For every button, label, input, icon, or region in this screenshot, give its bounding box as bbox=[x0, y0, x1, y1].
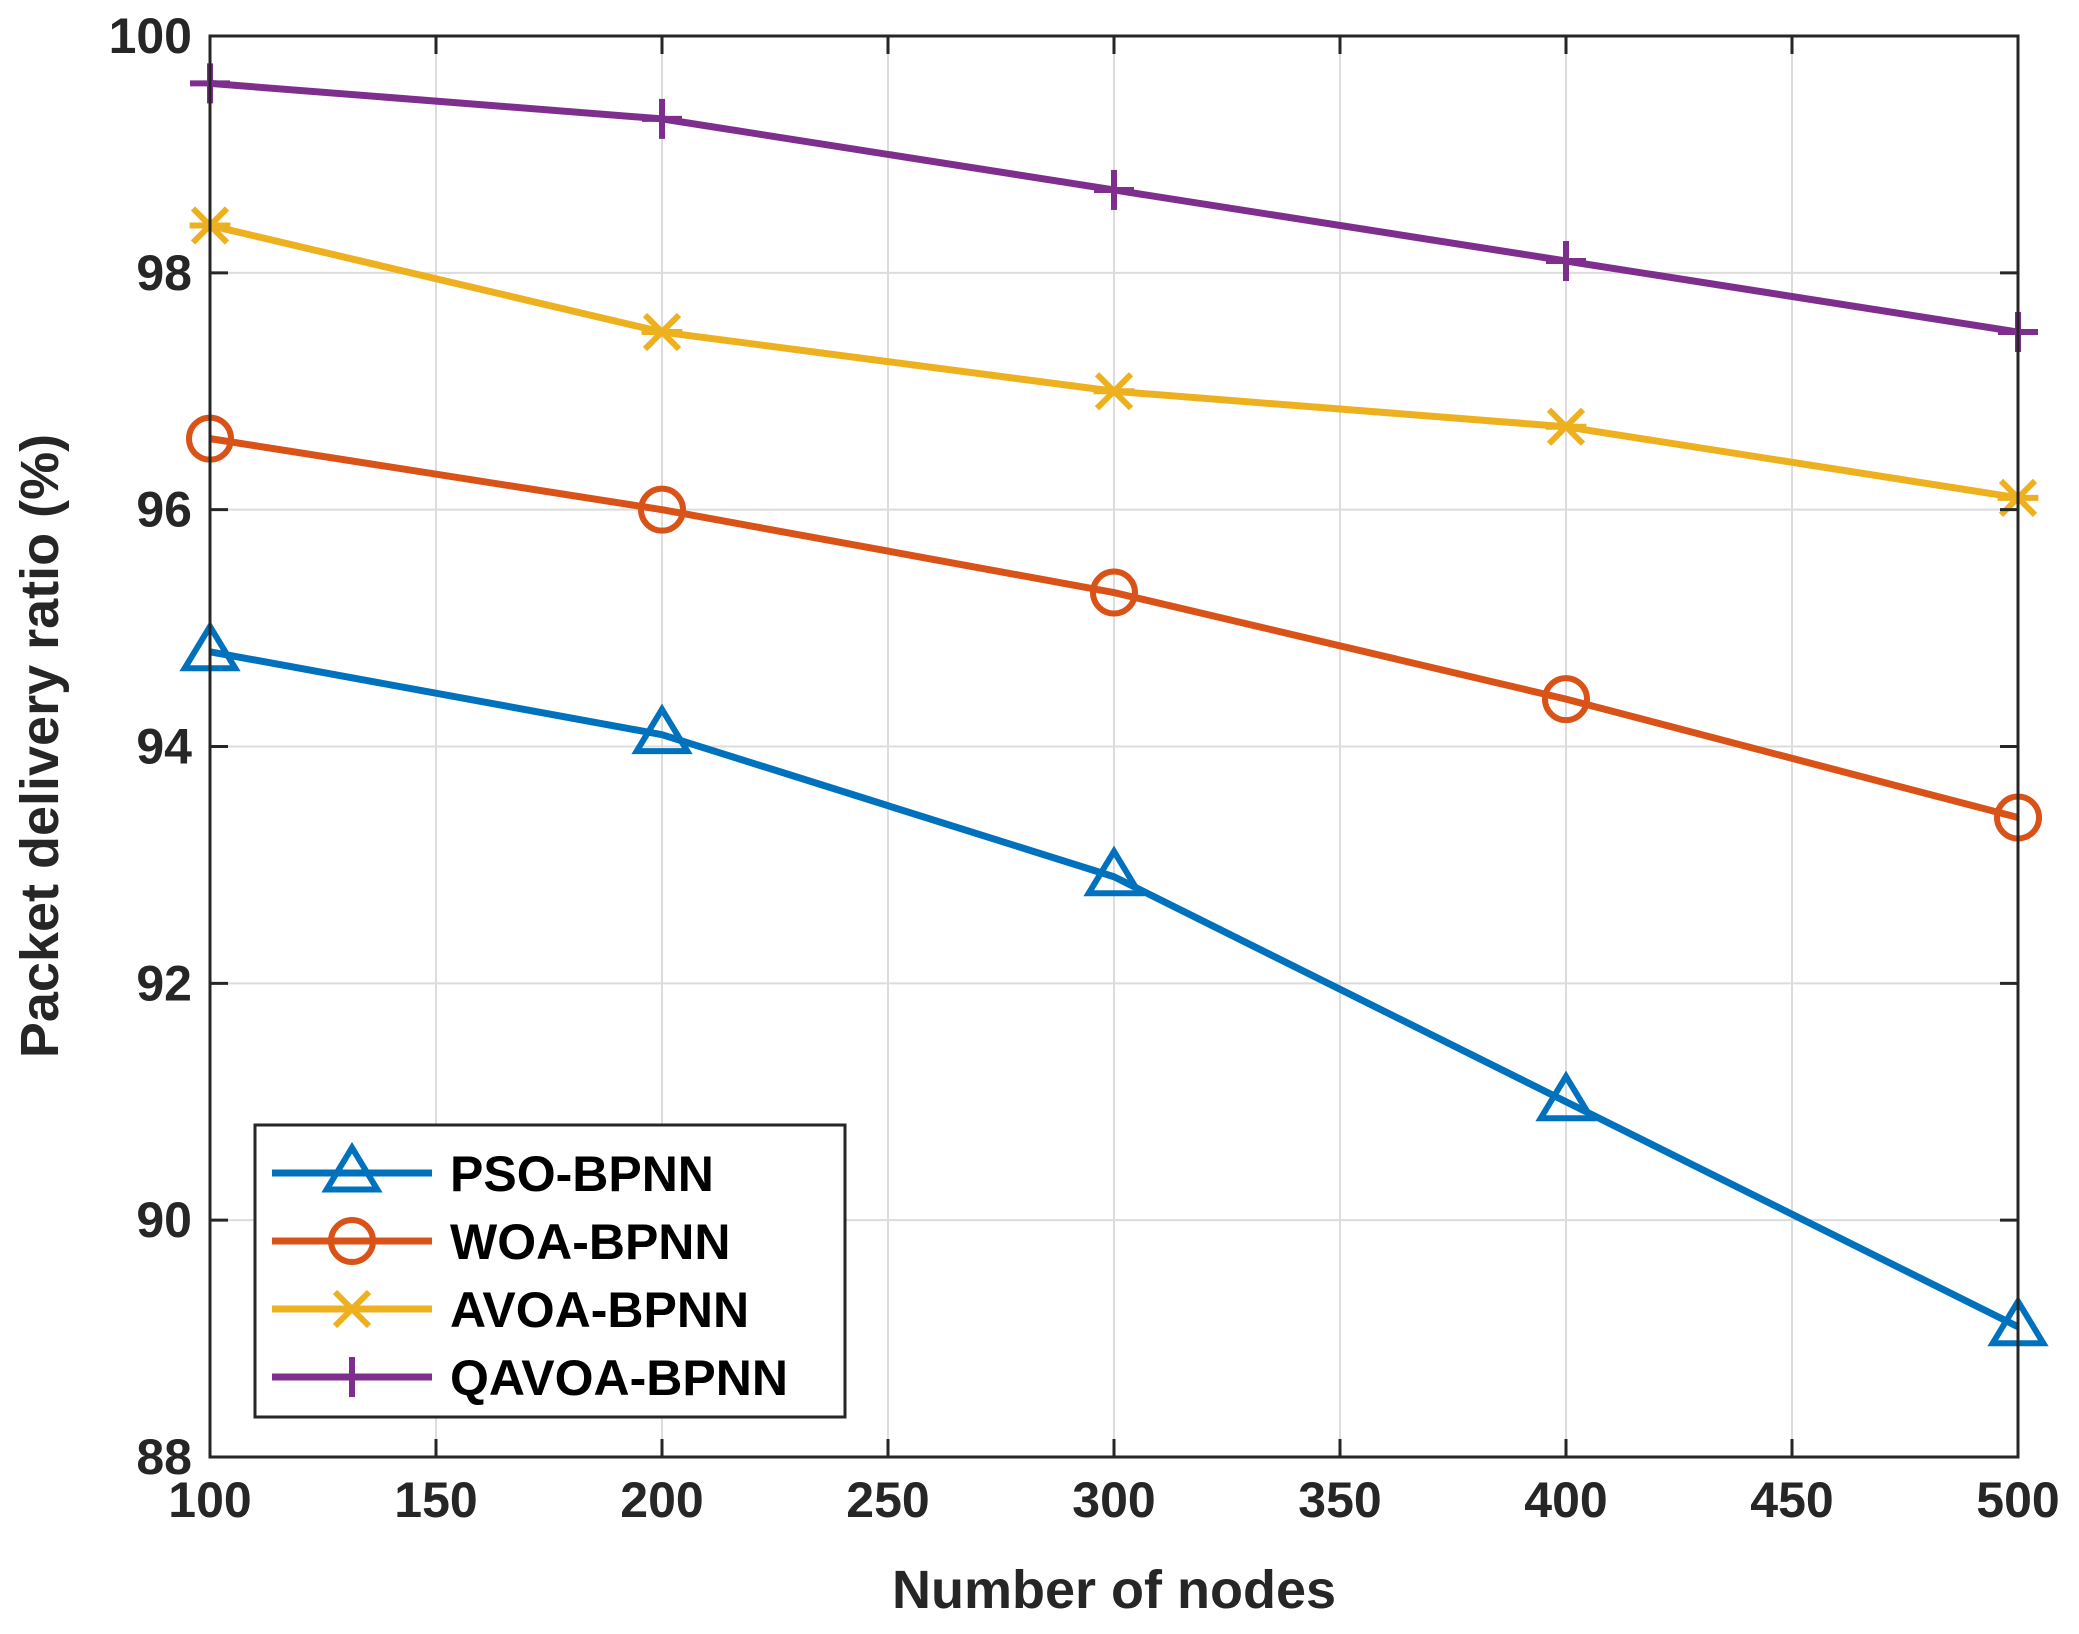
series-line-pso-bpnn bbox=[209, 648, 2020, 1330]
data-point-pso-bpnn bbox=[1535, 1070, 1597, 1122]
y-tick-label: 88 bbox=[136, 1429, 192, 1485]
x-tick-label: 350 bbox=[1298, 1472, 1381, 1528]
y-tick-label: 90 bbox=[136, 1192, 192, 1248]
x-tick-label: 250 bbox=[846, 1472, 929, 1528]
y-tick-label: 94 bbox=[136, 719, 192, 775]
data-point-qavoa-bpnn bbox=[1094, 169, 1134, 210]
series-avoa-bpnn bbox=[189, 206, 2039, 517]
data-point-woa-bpnn bbox=[1542, 675, 1590, 724]
y-tick-label: 96 bbox=[136, 482, 192, 538]
x-tick-label: 150 bbox=[394, 1472, 477, 1528]
x-tick-label: 100 bbox=[168, 1472, 251, 1528]
legend: PSO-BPNN WOA-BPNN AVOA-BPNN QAVOA-BPNN bbox=[253, 1123, 847, 1419]
data-point-woa-bpnn bbox=[1090, 568, 1138, 617]
data-point-avoa-bpnn bbox=[1545, 407, 1587, 446]
x-tick-label: 300 bbox=[1072, 1472, 1155, 1528]
y-tick-label: 100 bbox=[109, 8, 192, 64]
x-tick-label: 500 bbox=[1976, 1472, 2059, 1528]
legend-marker-qavoa-bpnn bbox=[332, 1357, 372, 1397]
series-pso-bpnn bbox=[179, 620, 2049, 1347]
x-axis-label: Number of nodes bbox=[892, 1560, 1336, 1620]
legend-marker-avoa-bpnn bbox=[331, 1289, 373, 1329]
y-axis-label: Packet delivery ratio (%) bbox=[10, 434, 70, 1058]
y-tick-label: 92 bbox=[136, 955, 192, 1011]
data-point-woa-bpnn bbox=[638, 485, 686, 534]
x-tick-label: 400 bbox=[1524, 1472, 1607, 1528]
data-point-avoa-bpnn bbox=[641, 312, 683, 352]
legend-entry-avoa-bpnn: AVOA-BPNN bbox=[272, 1282, 749, 1338]
legend-label-avoa-bpnn: AVOA-BPNN bbox=[450, 1282, 749, 1338]
y-tick-label: 98 bbox=[136, 245, 192, 301]
series-line-woa-bpnn bbox=[209, 435, 2019, 821]
legend-entry-woa-bpnn: WOA-BPNN bbox=[272, 1214, 731, 1270]
data-point-qavoa-bpnn bbox=[1546, 240, 1586, 281]
legend-label-pso-bpnn: PSO-BPNN bbox=[450, 1146, 714, 1202]
data-point-avoa-bpnn bbox=[1093, 372, 1135, 411]
legend-label-woa-bpnn: WOA-BPNN bbox=[450, 1214, 731, 1270]
data-point-pso-bpnn bbox=[631, 703, 693, 755]
data-point-pso-bpnn bbox=[1083, 845, 1145, 897]
legend-marker-pso-bpnn bbox=[321, 1141, 383, 1193]
legend-entry-pso-bpnn: PSO-BPNN bbox=[272, 1141, 714, 1202]
legend-entry-qavoa-bpnn: QAVOA-BPNN bbox=[272, 1350, 788, 1406]
x-tick-label: 450 bbox=[1750, 1472, 1833, 1528]
data-point-qavoa-bpnn bbox=[642, 98, 682, 139]
series-layer bbox=[179, 63, 2049, 1347]
x-tick-label: 200 bbox=[620, 1472, 703, 1528]
ticks: 100 150 200 250 300 350 400 450 500 88 90 92 94 96 98 1… bbox=[109, 8, 2060, 1528]
legend-label-qavoa-bpnn: QAVOA-BPNN bbox=[450, 1350, 788, 1406]
legend-marker-woa-bpnn bbox=[328, 1217, 376, 1265]
